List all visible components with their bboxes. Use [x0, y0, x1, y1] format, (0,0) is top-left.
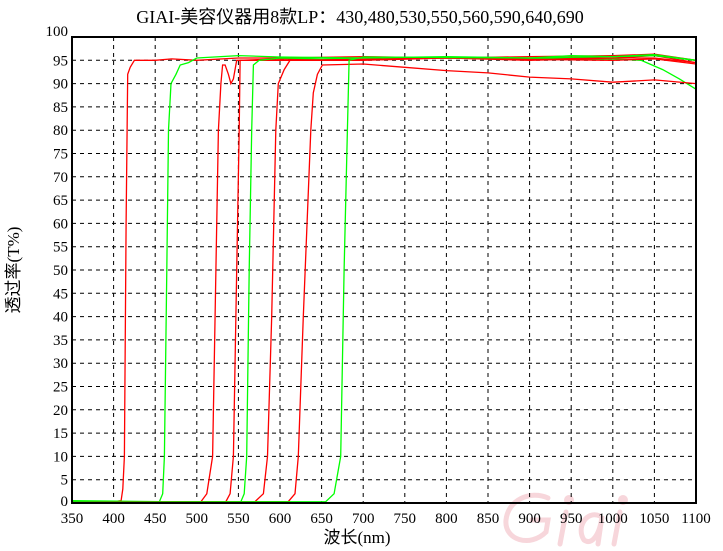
y-tick-label: 45: [53, 286, 68, 302]
y-tick-label: 55: [53, 240, 68, 256]
x-tick-label: 600: [269, 511, 292, 527]
x-tick-label: 900: [518, 511, 541, 527]
series-line: [71, 54, 697, 503]
x-tick-label: 550: [227, 511, 250, 527]
series-line: [71, 63, 697, 503]
y-axis-label: 透过率(T%): [4, 227, 23, 314]
x-tick-label: 650: [310, 511, 333, 527]
x-tick-labels: 350 400 450 500 550 600 650 700 750 800 850 900 950 1…: [61, 511, 711, 527]
y-tick-label: 25: [53, 380, 68, 396]
y-tick-label: 10: [53, 449, 68, 465]
plot-frame: [71, 36, 697, 504]
watermark-logo: [503, 492, 628, 547]
x-tick-label: 350: [61, 511, 84, 527]
x-tick-label: 700: [352, 511, 375, 527]
y-tick-label: 65: [53, 193, 68, 209]
y-tick-label: 75: [53, 147, 68, 163]
x-tick-label: 750: [394, 511, 417, 527]
x-tick-label: 400: [102, 511, 125, 527]
x-tick-label: 450: [144, 511, 167, 527]
x-axis-label: 波长(nm): [323, 528, 390, 547]
y-tick-label: 90: [53, 77, 68, 93]
y-tick-label: 100: [46, 24, 69, 40]
series-group: [71, 53, 697, 503]
x-tick-label: 1050: [639, 511, 669, 527]
series-line: [72, 53, 697, 503]
x-tick-label: 800: [435, 511, 458, 527]
y-tick-labels: 0 5 10 15 20 25 30 35 40 45 50 55 60 65 70 75 80 85 90 95 10…: [46, 24, 69, 510]
y-tick-label: 30: [53, 356, 68, 372]
y-tick-label: 40: [53, 310, 68, 326]
x-tick-label: 850: [477, 511, 500, 527]
y-tick-label: 20: [53, 403, 68, 419]
series-line: [71, 54, 697, 503]
series-line: [71, 57, 697, 503]
y-tick-label: 15: [53, 426, 68, 442]
series-line: [71, 54, 697, 503]
series-line: [71, 54, 697, 503]
x-tick-label: 500: [186, 511, 209, 527]
grid: [72, 37, 696, 503]
x-tick-label: 1100: [681, 511, 710, 527]
y-tick-label: 85: [53, 100, 68, 116]
series-line: [71, 57, 697, 503]
y-tick-label: 35: [53, 333, 68, 349]
x-tick-label: 950: [560, 511, 583, 527]
y-tick-label: 0: [61, 494, 69, 510]
y-tick-label: 95: [53, 53, 68, 69]
chart-title: GIAI-美容仪器用8款LP：430,480,530,550,560,590,6…: [136, 7, 584, 27]
y-tick-label: 5: [61, 473, 69, 489]
x-tick-label: 1000: [598, 511, 628, 527]
y-tick-label: 60: [53, 216, 68, 232]
y-tick-label: 70: [53, 170, 68, 186]
y-tick-label: 50: [53, 263, 68, 279]
y-tick-label: 80: [53, 123, 68, 139]
